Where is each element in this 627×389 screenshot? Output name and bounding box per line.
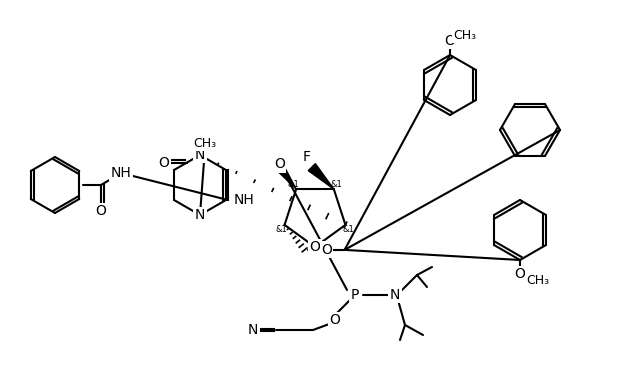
Polygon shape (278, 167, 296, 189)
Text: NH: NH (110, 166, 132, 180)
Text: O: O (95, 204, 107, 218)
Text: O: O (515, 267, 525, 281)
Text: N: N (195, 208, 205, 222)
Text: NH: NH (234, 193, 255, 207)
Text: F: F (303, 150, 311, 164)
Text: CH₃: CH₃ (453, 28, 477, 42)
Text: O: O (445, 34, 455, 48)
Text: N: N (248, 323, 258, 337)
Text: O: O (310, 240, 320, 254)
Text: N: N (195, 148, 205, 162)
Text: CH₃: CH₃ (194, 137, 216, 149)
Polygon shape (308, 164, 334, 189)
Text: &1: &1 (287, 180, 299, 189)
Text: O: O (330, 313, 340, 327)
Text: CH₃: CH₃ (527, 273, 549, 287)
Text: &1: &1 (342, 225, 354, 235)
Text: O: O (321, 243, 332, 257)
Text: N: N (390, 288, 400, 302)
Text: &1: &1 (331, 180, 343, 189)
Text: O: O (159, 156, 169, 170)
Text: O: O (274, 157, 285, 171)
Text: &1: &1 (276, 225, 287, 235)
Text: P: P (351, 288, 359, 302)
